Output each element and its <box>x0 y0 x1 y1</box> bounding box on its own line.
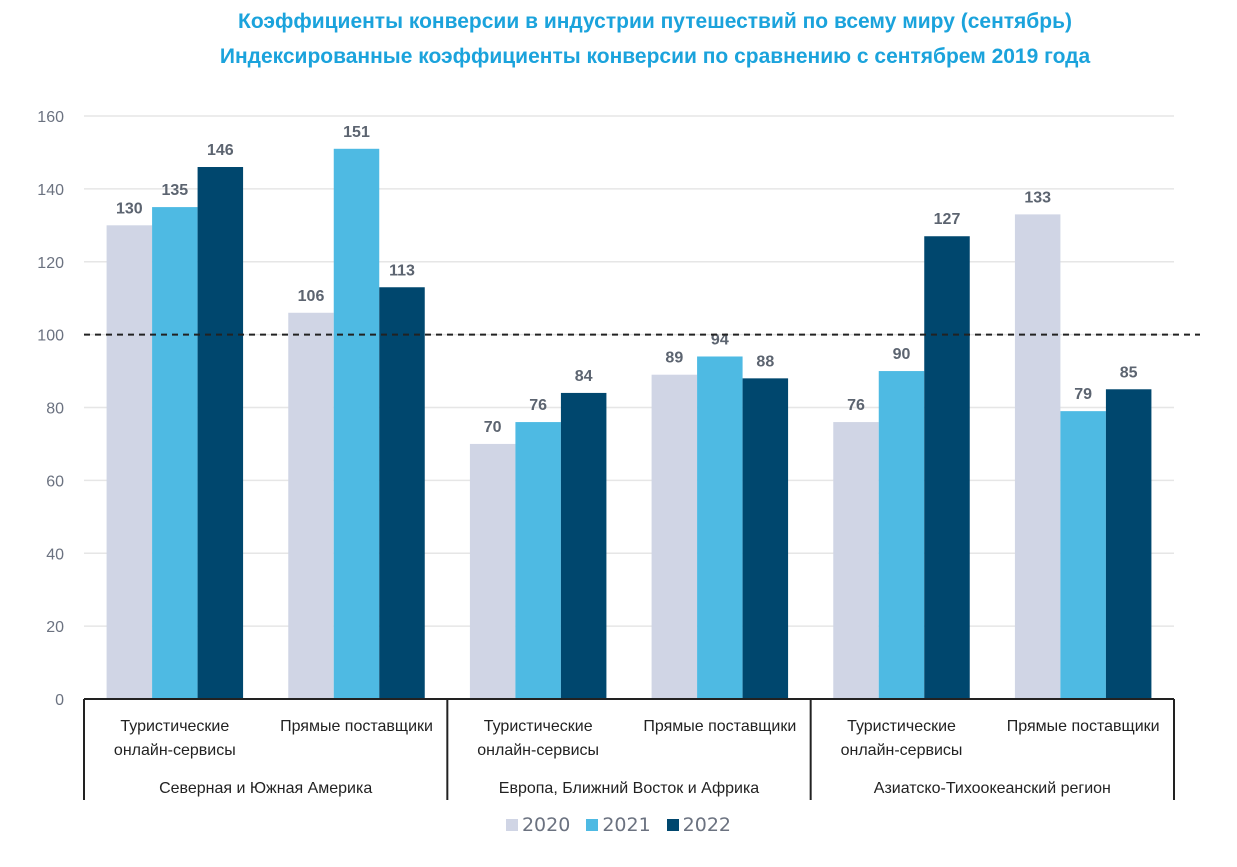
category-label: онлайн-сервисы <box>841 742 963 759</box>
data-label: 88 <box>756 353 774 370</box>
bar-2022 <box>560 392 607 699</box>
y-tick-label: 60 <box>46 473 64 490</box>
bar-2020 <box>106 225 153 699</box>
bar-2021 <box>697 356 743 699</box>
data-label: 90 <box>893 346 911 363</box>
y-tick-label: 140 <box>37 182 64 199</box>
legend-item: 2022 <box>666 814 732 836</box>
bar-2020 <box>833 422 879 699</box>
category-label: Туристические <box>120 718 229 735</box>
category-label: Прямые поставщики <box>1007 718 1160 735</box>
bar-2022 <box>924 236 970 699</box>
legend-swatch <box>505 819 518 831</box>
data-label: 127 <box>934 211 961 228</box>
category-label: Туристические <box>484 718 593 735</box>
bar-2021 <box>515 422 561 699</box>
bar-2020 <box>288 312 334 699</box>
bar-2022 <box>742 378 789 699</box>
y-tick-label: 120 <box>37 255 64 272</box>
bar-2020 <box>469 443 516 699</box>
category-label: Прямые поставщики <box>280 718 433 735</box>
data-label: 151 <box>343 124 370 141</box>
category-label: Прямые поставщики <box>643 718 796 735</box>
y-tick-label: 100 <box>37 328 64 345</box>
y-tick-label: 80 <box>46 401 64 418</box>
y-tick-label: 40 <box>46 546 64 563</box>
category-label: онлайн-сервисы <box>477 742 599 759</box>
legend-label: 2020 <box>521 814 571 836</box>
legend-item: 2021 <box>586 814 651 836</box>
y-tick-label: 0 <box>55 692 64 709</box>
data-label: 113 <box>389 262 415 279</box>
data-label: 85 <box>1120 364 1138 381</box>
data-label: 76 <box>847 397 865 414</box>
legend-label: 2021 <box>602 814 651 836</box>
y-tick-label: 160 <box>37 109 64 126</box>
data-label: 133 <box>1024 189 1051 206</box>
region-label: Европа, Ближний Восток и Африка <box>499 780 760 797</box>
category-label: онлайн-сервисы <box>114 742 236 759</box>
bar-2020 <box>651 374 698 699</box>
data-label: 89 <box>665 350 683 367</box>
data-label: 94 <box>711 331 729 348</box>
data-label: 146 <box>207 142 234 159</box>
legend: 2020 2021 2022 <box>0 814 1237 836</box>
bar-2021 <box>878 371 925 699</box>
bar-2022 <box>197 167 244 699</box>
data-label: 79 <box>1074 386 1092 403</box>
bar-2022 <box>379 287 425 699</box>
bar-2021 <box>1060 411 1106 699</box>
legend-label: 2022 <box>682 814 732 836</box>
data-label: 106 <box>298 288 325 305</box>
data-label: 84 <box>575 368 593 385</box>
bar-2020 <box>1014 214 1061 699</box>
legend-swatch <box>586 819 599 831</box>
region-label: Азиатско-Тихоокеанский регион <box>874 780 1111 797</box>
legend-swatch <box>666 819 679 831</box>
chart-subtitle: Индексированные коэффициенты конверсии п… <box>219 45 1091 68</box>
data-label: 76 <box>529 397 547 414</box>
region-label: Северная и Южная Америка <box>159 780 372 797</box>
bar-2021 <box>333 148 380 699</box>
data-label: 70 <box>484 419 502 436</box>
bar-2021 <box>152 207 198 699</box>
category-label: Туристические <box>847 718 956 735</box>
chart-title: Коэффициенты конверсии в индустрии путеш… <box>238 10 1072 33</box>
data-label: 130 <box>116 200 143 217</box>
data-label: 135 <box>161 182 188 199</box>
bar-2022 <box>1105 389 1152 699</box>
y-tick-label: 20 <box>46 619 64 636</box>
legend-item: 2020 <box>505 814 571 836</box>
